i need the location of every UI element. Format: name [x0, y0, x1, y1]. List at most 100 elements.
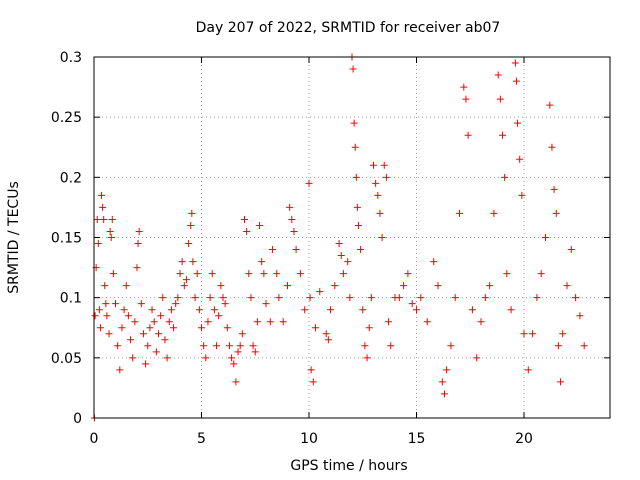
data-point [290, 227, 298, 235]
data-point [327, 306, 334, 314]
data-point [481, 294, 489, 302]
data-point [533, 294, 541, 302]
data-point [98, 191, 106, 199]
data-point [385, 318, 393, 326]
data-point [456, 209, 463, 217]
y-tick-label: 0 [73, 411, 82, 427]
data-point [460, 83, 468, 91]
data-point [490, 209, 498, 217]
data-point [165, 318, 173, 326]
data-point [195, 306, 203, 314]
data-point [567, 246, 575, 254]
data-point [180, 282, 188, 290]
data-point [260, 270, 268, 278]
data-point [529, 330, 537, 338]
data-point [241, 215, 248, 223]
y-tick-label: 0.15 [51, 231, 82, 247]
data-point [273, 270, 281, 278]
data-point [346, 294, 354, 302]
data-point [219, 294, 227, 302]
data-point [548, 143, 556, 151]
data-point [559, 330, 567, 338]
x-tick-label: 0 [90, 431, 99, 447]
data-point [354, 221, 362, 229]
data-point [370, 161, 377, 169]
data-point [413, 306, 420, 314]
data-point [256, 221, 264, 229]
data-point [499, 131, 506, 139]
data-point [234, 348, 242, 356]
y-tick-label: 0.2 [60, 170, 82, 186]
data-point [286, 203, 294, 211]
data-point [249, 342, 257, 350]
data-point [378, 234, 386, 241]
x-tick-label: 15 [408, 431, 426, 447]
data-point [557, 378, 565, 386]
data-point [503, 270, 511, 278]
data-point [91, 312, 99, 320]
data-point [127, 336, 135, 344]
data-point [221, 300, 229, 308]
data-point [514, 119, 522, 127]
data-point [163, 354, 171, 362]
data-point [202, 354, 210, 362]
data-point [258, 258, 266, 266]
data-point [279, 318, 287, 326]
data-point [262, 300, 270, 308]
data-point [307, 366, 315, 374]
data-point [94, 240, 102, 248]
data-point [185, 240, 193, 248]
data-point [99, 203, 107, 211]
data-point [251, 348, 259, 356]
data-point [443, 366, 451, 374]
data-point [468, 306, 476, 314]
data-point [301, 306, 309, 314]
data-point [400, 282, 408, 290]
data-point [576, 312, 584, 320]
data-point [225, 342, 233, 350]
data-point [114, 342, 122, 350]
data-point [408, 300, 416, 308]
data-point [148, 306, 156, 314]
data-point [395, 294, 403, 302]
x-tick-label: 20 [515, 431, 533, 447]
data-point [496, 95, 504, 103]
data-point [137, 300, 145, 308]
data-point [174, 294, 182, 302]
data-point [367, 294, 375, 302]
data-point [447, 342, 455, 350]
y-tick-label: 0.05 [51, 351, 82, 367]
data-point [134, 240, 142, 248]
data-point [101, 282, 109, 290]
grid-lines [94, 57, 610, 418]
data-point [103, 312, 111, 320]
data-point [243, 227, 251, 235]
data-point [572, 294, 580, 302]
y-tick-label: 0.1 [60, 291, 82, 307]
data-point [193, 270, 201, 278]
data-point [124, 312, 132, 320]
data-point [210, 306, 218, 314]
data-point [93, 215, 101, 223]
data-point [552, 209, 560, 217]
data-point [374, 191, 382, 199]
data-point [191, 294, 199, 302]
data-points [90, 53, 588, 422]
data-point [223, 324, 231, 332]
data-point [228, 354, 236, 362]
data-point [512, 77, 520, 85]
data-point [135, 227, 143, 235]
data-point [580, 342, 588, 350]
data-point [161, 336, 169, 344]
data-point [322, 330, 330, 338]
data-point [464, 131, 472, 139]
axis-ticks [93, 56, 610, 419]
data-point [387, 342, 395, 350]
data-point [238, 330, 246, 338]
data-point [95, 306, 103, 314]
data-point [501, 173, 509, 181]
data-point [292, 246, 300, 254]
data-point [204, 318, 212, 326]
data-point [404, 270, 412, 278]
